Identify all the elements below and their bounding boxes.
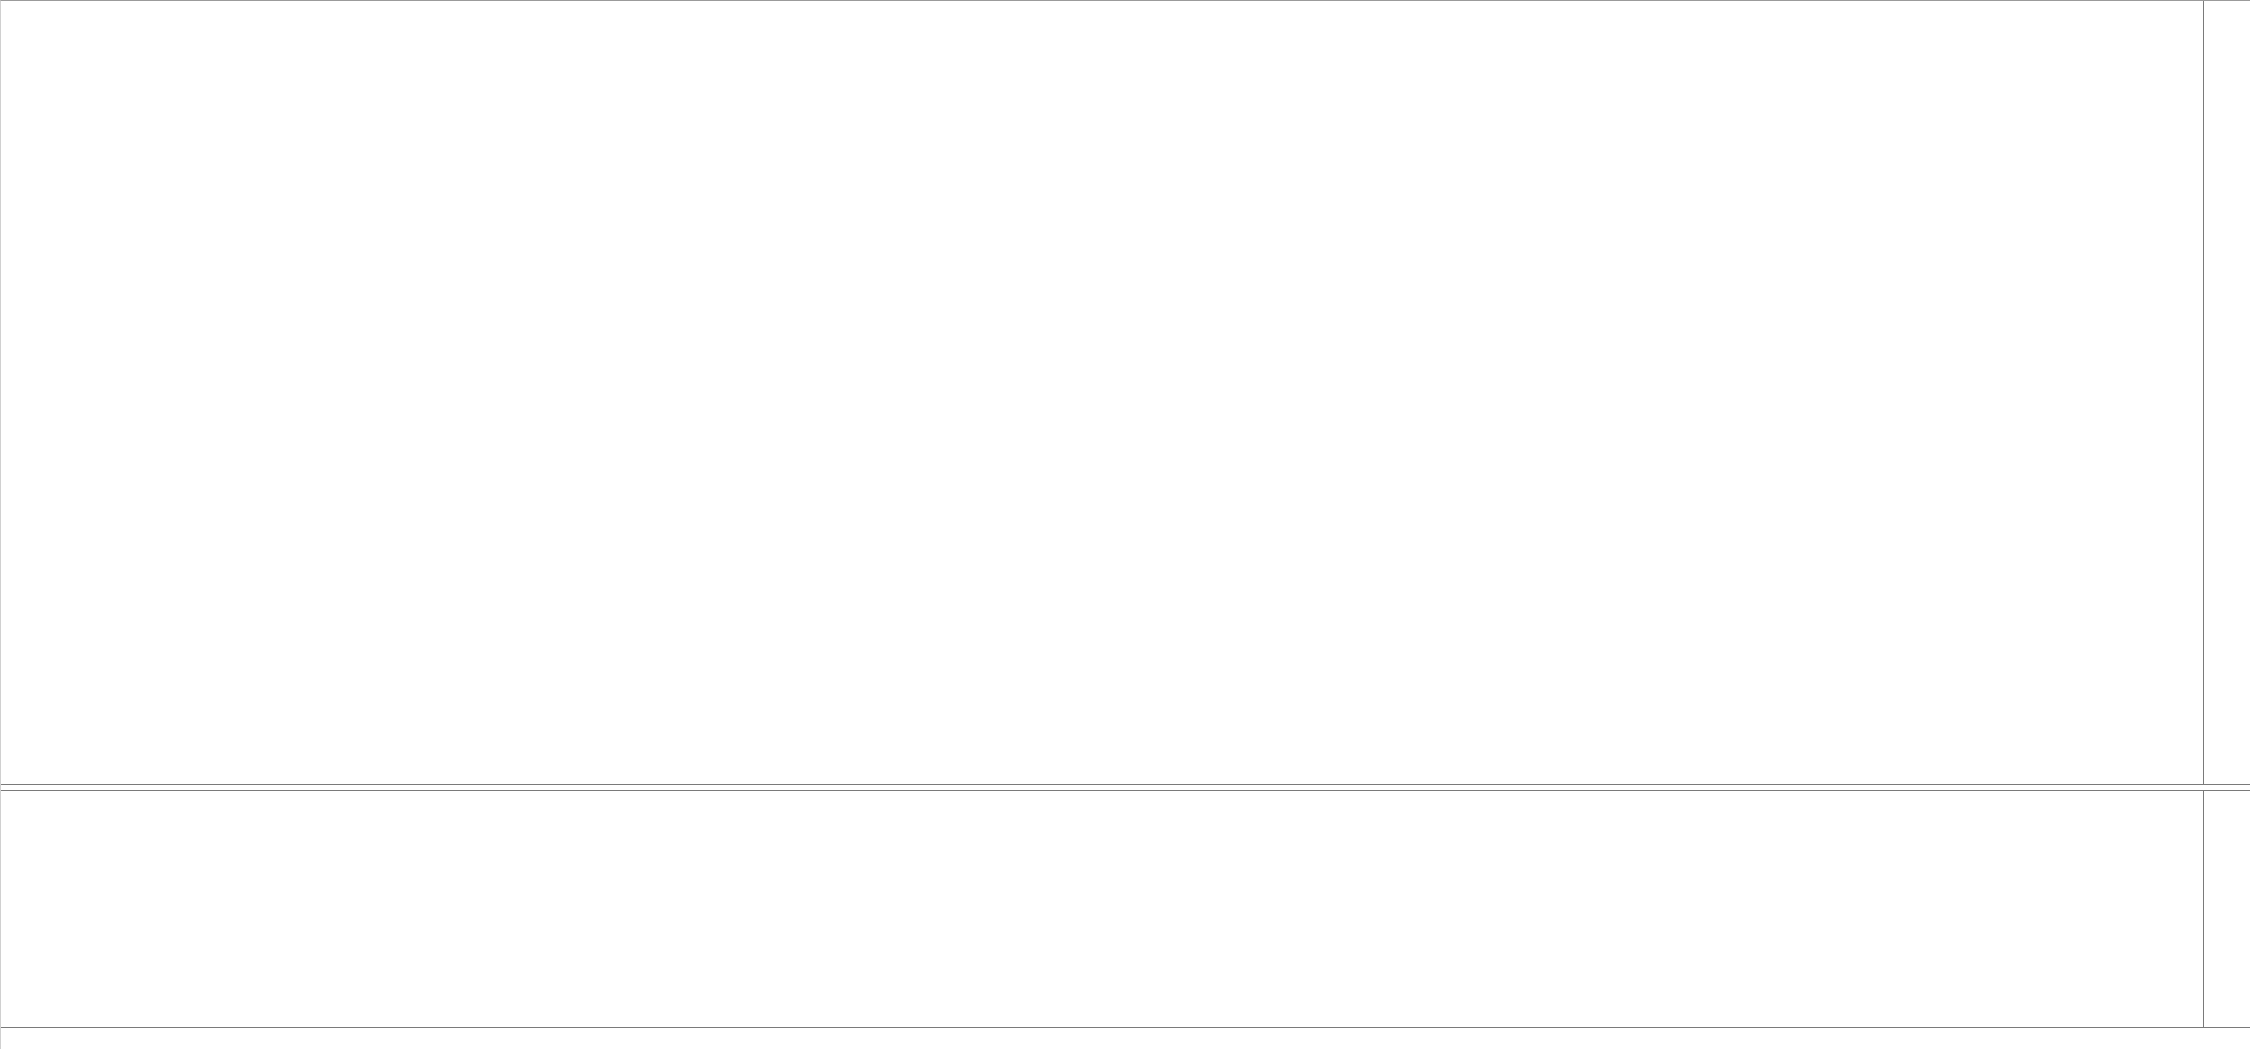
symbol-ohlc-readout — [8, 6, 14, 20]
macd-chart — [1, 791, 2203, 1027]
price-axis[interactable] — [2203, 1, 2250, 1027]
time-axis[interactable] — [1, 1028, 2250, 1049]
candlestick-chart — [1, 1, 2203, 784]
macd-indicator-panel[interactable] — [1, 791, 2203, 1027]
main-price-panel[interactable] — [1, 1, 2203, 784]
axis-separator — [1, 1027, 2250, 1029]
panel-separator[interactable] — [1, 784, 2250, 791]
